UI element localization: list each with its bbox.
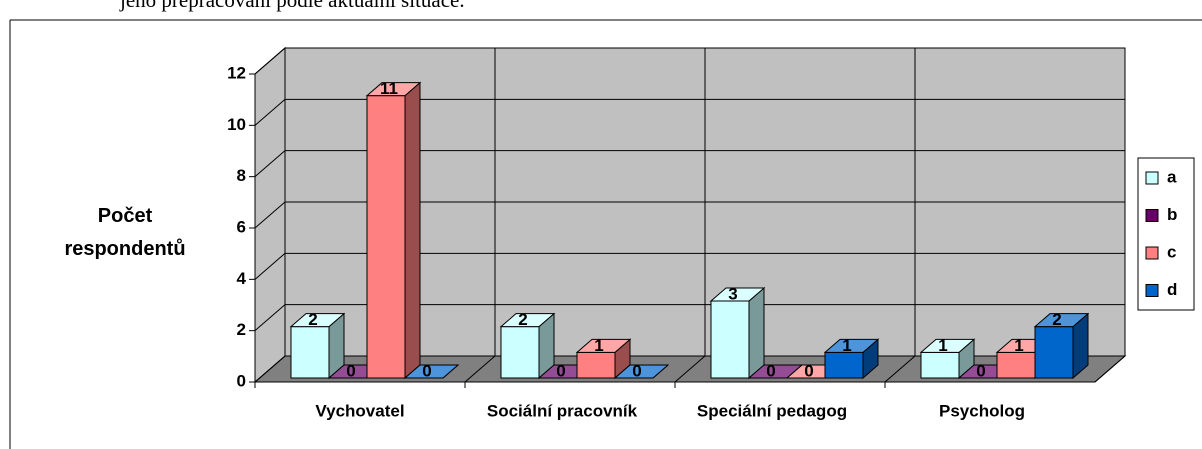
legend-label: a — [1167, 167, 1177, 186]
value-label: 3 — [728, 284, 737, 303]
value-label: 0 — [346, 361, 355, 380]
grid-line — [254, 47, 286, 75]
category-grid-line — [464, 355, 496, 383]
grid-line — [254, 355, 286, 383]
value-label: 2 — [308, 310, 317, 329]
bar-front — [576, 351, 616, 379]
legend-swatch — [1145, 171, 1159, 185]
legend-label: c — [1167, 242, 1176, 261]
y-tick-label: 4 — [237, 269, 247, 288]
bar-side — [404, 81, 421, 380]
y-tick-label: 8 — [237, 166, 246, 185]
value-label: 1 — [1014, 336, 1023, 355]
y-tick-label: 0 — [237, 371, 246, 390]
y-tick-label: 10 — [227, 115, 246, 134]
bar — [1033, 312, 1090, 380]
x-axis — [1094, 355, 1126, 383]
grid-line — [254, 252, 286, 280]
bar — [575, 338, 632, 380]
x-tick-label: Speciální pedagog — [697, 401, 847, 420]
value-label: 0 — [556, 361, 565, 380]
bar — [709, 286, 766, 380]
bar-top — [709, 287, 766, 302]
bar-top — [499, 313, 556, 328]
bar — [403, 364, 460, 379]
value-label: 11 — [380, 79, 398, 98]
legend-label: b — [1167, 205, 1177, 224]
value-label: 1 — [842, 336, 851, 355]
value-label: 0 — [422, 361, 431, 380]
bar — [289, 312, 346, 380]
bar-front — [996, 351, 1036, 379]
bar-top — [919, 338, 976, 353]
bar-front — [824, 351, 864, 379]
bar-side — [748, 286, 765, 380]
grid-line — [254, 201, 286, 229]
bar-front — [290, 326, 330, 379]
value-label: 0 — [976, 361, 985, 380]
bar-front — [500, 326, 540, 379]
y-tick-label: 6 — [237, 217, 246, 236]
x-tick-label: Sociální pracovník — [487, 401, 638, 420]
value-label: 0 — [632, 361, 641, 380]
bar-front — [366, 95, 406, 379]
x-tick-label: Psycholog — [939, 401, 1025, 420]
grid-line — [254, 98, 286, 126]
bar-front — [710, 300, 750, 379]
bar-top — [403, 364, 460, 379]
legend-swatch — [1145, 246, 1159, 260]
y-tick-label: 2 — [237, 320, 246, 339]
bar — [499, 312, 556, 380]
bar — [613, 364, 670, 379]
legend-swatch — [1145, 209, 1159, 222]
category-grid-line — [674, 355, 706, 383]
bar-top — [575, 338, 632, 353]
value-label: 2 — [518, 310, 527, 329]
bar-front — [920, 351, 960, 379]
category-grid-line — [884, 355, 916, 383]
value-label: 2 — [1052, 310, 1061, 329]
value-label: 1 — [938, 336, 947, 355]
x-tick-label: Vychovatel — [315, 401, 404, 420]
bar-top — [365, 82, 422, 97]
value-label: 0 — [804, 361, 813, 380]
legend-label: d — [1167, 280, 1177, 299]
bar-top — [613, 364, 670, 379]
bar-front — [1034, 326, 1074, 379]
y-tick-label: 12 — [227, 63, 246, 82]
bar — [823, 338, 880, 380]
grid-line — [254, 304, 286, 332]
y-axis-label: Počet respondentů — [64, 205, 186, 260]
value-label: 1 — [594, 336, 603, 355]
bar — [365, 81, 422, 380]
value-label: 0 — [766, 361, 775, 380]
grid-line — [254, 150, 286, 178]
bar-top — [823, 338, 880, 353]
bar — [919, 338, 976, 380]
bar-top — [289, 313, 346, 328]
bar-top — [1033, 313, 1090, 328]
legend-swatch — [1145, 284, 1159, 297]
header-text: jeho přepracování podle aktuální situace… — [119, 0, 465, 12]
